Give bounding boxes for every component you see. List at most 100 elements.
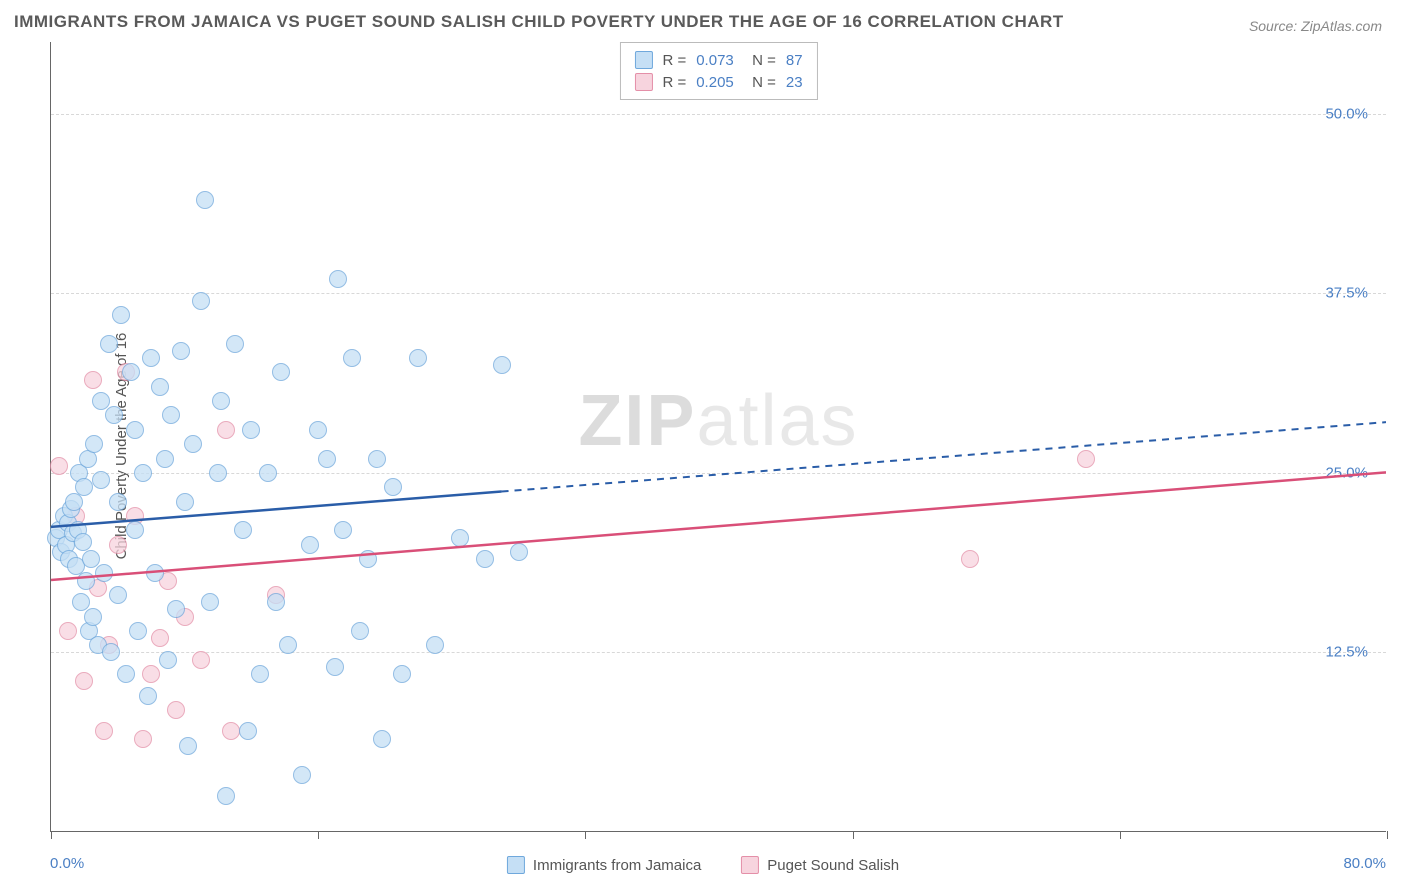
scatter-point-series2 [59,622,77,640]
gridline [51,652,1386,653]
scatter-point-series1 [100,335,118,353]
source-attribution: Source: ZipAtlas.com [1249,18,1382,34]
scatter-point-series1 [343,349,361,367]
scatter-point-series1 [196,191,214,209]
scatter-point-series1 [242,421,260,439]
stats-row-series2: R = 0.205 N = 23 [634,71,802,93]
scatter-point-series1 [426,636,444,654]
scatter-point-series1 [112,306,130,324]
scatter-point-series2 [75,672,93,690]
scatter-point-series1 [84,608,102,626]
x-axis-min-label: 0.0% [50,855,84,872]
scatter-point-series1 [167,600,185,618]
y-tick-label: 37.5% [1325,285,1368,302]
scatter-point-series1 [82,550,100,568]
scatter-point-series1 [156,450,174,468]
x-axis-max-label: 80.0% [1343,855,1386,872]
scatter-point-series1 [326,658,344,676]
scatter-point-series1 [293,766,311,784]
scatter-point-series1 [234,521,252,539]
scatter-point-series1 [146,564,164,582]
y-tick-label: 50.0% [1325,105,1368,122]
x-tick [1387,831,1388,839]
scatter-point-series1 [259,464,277,482]
scatter-point-series2 [95,722,113,740]
scatter-point-series2 [167,701,185,719]
y-tick-label: 25.0% [1325,464,1368,481]
scatter-point-series1 [122,363,140,381]
scatter-point-series1 [476,550,494,568]
scatter-point-series1 [201,593,219,611]
scatter-point-series1 [493,356,511,374]
legend-label-series1: Immigrants from Jamaica [533,857,701,874]
scatter-point-series1 [159,651,177,669]
scatter-point-series1 [373,730,391,748]
scatter-point-series1 [393,665,411,683]
scatter-point-series1 [75,478,93,496]
scatter-point-series1 [251,665,269,683]
scatter-point-series1 [117,665,135,683]
x-tick [1120,831,1121,839]
swatch-series2 [634,73,652,91]
watermark: ZIPatlas [578,380,858,462]
scatter-point-series1 [129,622,147,640]
scatter-point-series1 [309,421,327,439]
scatter-point-series1 [142,349,160,367]
gridline [51,114,1386,115]
scatter-point-series1 [134,464,152,482]
scatter-point-series1 [384,478,402,496]
scatter-point-series1 [368,450,386,468]
scatter-point-series2 [1077,450,1095,468]
scatter-point-series1 [85,435,103,453]
legend-swatch-series1 [507,856,525,874]
scatter-point-series1 [176,493,194,511]
scatter-point-series1 [279,636,297,654]
scatter-point-series1 [351,622,369,640]
scatter-point-series1 [105,406,123,424]
scatter-point-series1 [126,421,144,439]
scatter-point-series1 [409,349,427,367]
x-tick [51,831,52,839]
legend-item-series1: Immigrants from Jamaica [507,856,701,874]
scatter-point-series2 [84,371,102,389]
gridline [51,293,1386,294]
scatter-point-series1 [212,392,230,410]
scatter-point-series1 [151,378,169,396]
scatter-point-series1 [359,550,377,568]
scatter-point-series1 [95,564,113,582]
x-tick [585,831,586,839]
gridline [51,473,1386,474]
scatter-point-series1 [301,536,319,554]
legend-label-series2: Puget Sound Salish [767,857,899,874]
scatter-point-series1 [92,392,110,410]
stats-row-series1: R = 0.073 N = 87 [634,49,802,71]
scatter-point-series1 [74,533,92,551]
correlation-stats-legend: R = 0.073 N = 87 R = 0.205 N = 23 [619,42,817,100]
scatter-point-series1 [451,529,469,547]
legend-swatch-series2 [741,856,759,874]
scatter-point-series2 [50,457,68,475]
series-legend: Immigrants from Jamaica Puget Sound Sali… [507,856,899,874]
trendline-dashed [502,422,1386,491]
scatter-point-series1 [126,521,144,539]
scatter-point-series1 [92,471,110,489]
scatter-point-series2 [222,722,240,740]
chart-plot-area: ZIPatlas 12.5%25.0%37.5%50.0% R = 0.073 … [50,42,1386,832]
scatter-point-series2 [109,536,127,554]
scatter-point-series2 [151,629,169,647]
x-tick [318,831,319,839]
scatter-point-series1 [510,543,528,561]
swatch-series1 [634,51,652,69]
scatter-point-series1 [267,593,285,611]
scatter-point-series1 [162,406,180,424]
scatter-point-series1 [139,687,157,705]
scatter-point-series1 [184,435,202,453]
scatter-point-series1 [179,737,197,755]
scatter-point-series2 [142,665,160,683]
scatter-point-series1 [226,335,244,353]
scatter-point-series1 [239,722,257,740]
scatter-point-series1 [109,586,127,604]
scatter-point-series1 [217,787,235,805]
scatter-point-series1 [334,521,352,539]
scatter-point-series1 [329,270,347,288]
